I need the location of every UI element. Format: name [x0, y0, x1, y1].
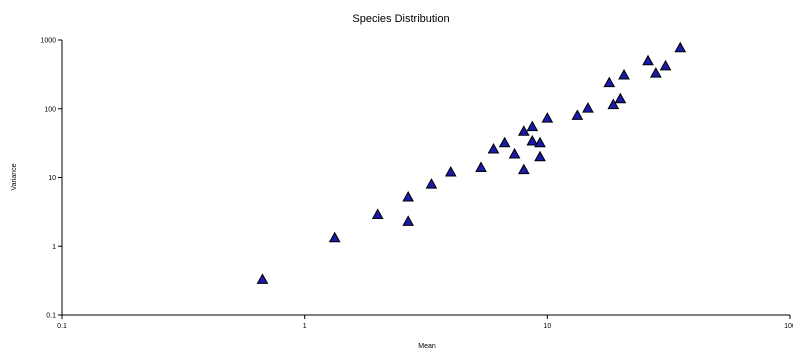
data-point	[534, 136, 546, 148]
chart-title: Species Distribution	[352, 13, 449, 25]
data-point	[402, 190, 415, 202]
x-tick-label: 0.1	[57, 323, 67, 330]
data-point	[534, 150, 546, 162]
y-axis-label: Variance	[11, 163, 18, 190]
data-point	[444, 166, 457, 177]
x-tick-label: 1	[303, 323, 307, 330]
data-point	[526, 134, 539, 146]
axes	[61, 40, 790, 316]
data-point	[517, 163, 530, 175]
data-point	[614, 92, 627, 104]
data-point	[659, 59, 672, 71]
y-tick-label: 10	[48, 175, 56, 182]
data-point	[328, 231, 341, 243]
data-point	[674, 41, 687, 53]
data-point	[618, 68, 630, 80]
data-point	[571, 109, 584, 120]
y-tick-label: 1000	[40, 38, 56, 45]
data-point	[487, 142, 500, 154]
data-point	[371, 208, 384, 219]
y-tick-label: 1	[52, 244, 56, 251]
data-points	[256, 41, 687, 284]
y-tick-label: 100	[44, 106, 56, 113]
y-tick-label: 0.1	[46, 313, 56, 320]
data-point	[475, 161, 487, 172]
data-point	[498, 136, 511, 148]
data-point	[607, 98, 620, 110]
x-tick-label: 10	[543, 323, 551, 330]
data-point	[642, 54, 654, 66]
ticks: 0.1 1 10 100 0.1 1 10 100 1000	[40, 38, 793, 331]
data-point	[603, 76, 616, 88]
data-point	[508, 147, 521, 159]
x-axis-label: Mean	[418, 343, 436, 350]
data-point	[517, 125, 530, 136]
data-point	[541, 112, 554, 123]
data-point	[582, 102, 594, 113]
data-point	[425, 178, 438, 189]
data-point	[402, 215, 415, 226]
data-point	[526, 120, 539, 132]
x-tick-label: 100	[784, 323, 793, 330]
data-point	[256, 273, 269, 284]
data-point	[649, 67, 662, 78]
